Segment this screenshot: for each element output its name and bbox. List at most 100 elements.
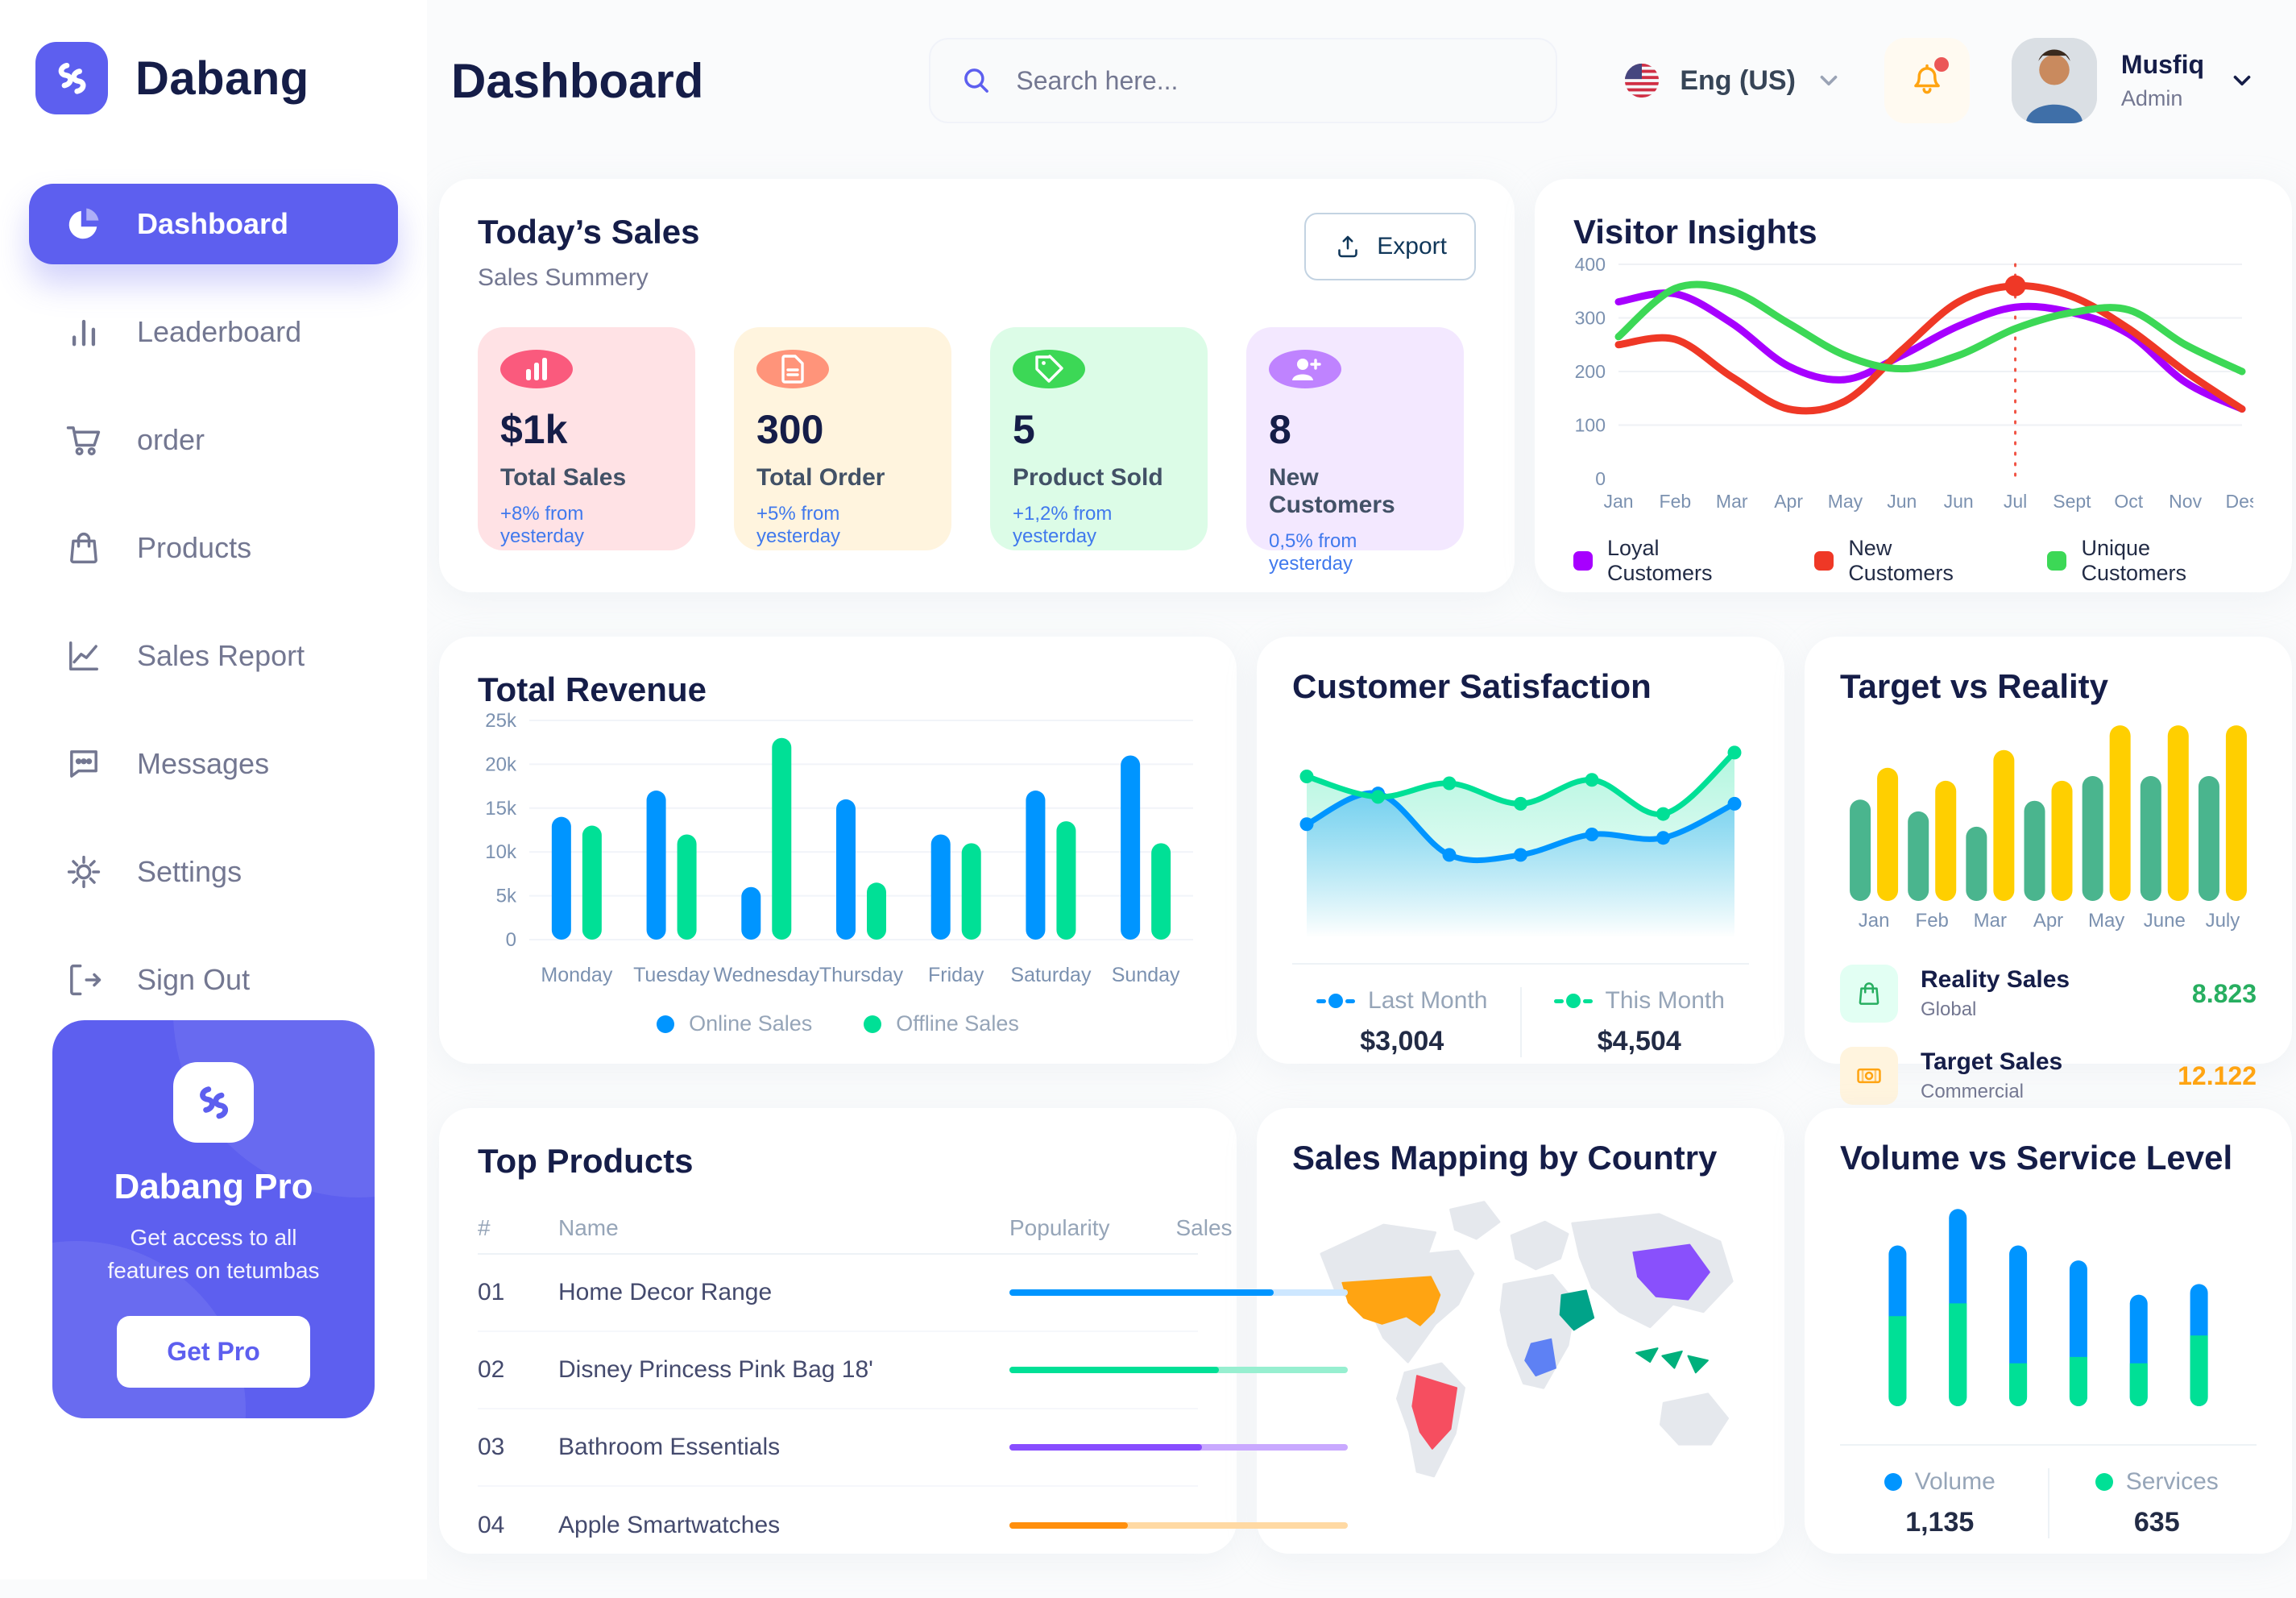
svg-text:Wednesday: Wednesday [713,964,819,986]
sales-mapping-card: Sales Mapping by Country [1257,1108,1784,1554]
product-number: 04 [478,1512,505,1538]
dabang-logo-icon [35,42,108,114]
page-title: Dashboard [451,53,704,108]
chartline-icon [63,635,105,677]
pro-upgrade-card: Dabang Pro Get access to all features on… [52,1020,375,1418]
stat-card-new-customers: 8 New Customers 0,5% from yesterday [1246,327,1464,575]
continent-africa [1499,1273,1577,1389]
stat-delta: 0,5% from yesterday [1269,530,1357,575]
svg-text:300: 300 [1575,308,1606,329]
country-indonesia [1635,1347,1659,1363]
svg-text:Monday: Monday [541,964,612,986]
todays-sales-card: Today’s Sales Sales Summery Export $1k To… [439,179,1515,592]
svg-text:Thursday: Thursday [819,964,904,986]
continent-europe [1510,1220,1569,1271]
stat-label: Product Sold [1013,464,1163,491]
legend-item: Online Sales [657,1011,812,1036]
stat-value: $1k [500,407,568,452]
search-bar[interactable] [929,38,1558,123]
customer-satisfaction-chart [1299,745,1742,938]
product-number: 01 [478,1279,505,1305]
user-role: Admin [2120,86,2183,110]
bag-icon [63,527,105,569]
target-vs-reality-chart: Jan Feb Mar Apr May June July [1850,725,2247,932]
svg-text:20k: 20k [485,753,517,775]
total-revenue-title: Total Revenue [478,670,707,708]
svg-text:Jan: Jan [1603,491,1633,512]
export-button[interactable]: Export [1304,213,1476,280]
country-usa [1341,1276,1441,1326]
svg-text:Feb: Feb [1916,910,1949,932]
language-label: Eng (US) [1680,64,1796,96]
sidebar: Dabang Dashboard Leaderboard order Products… [0,0,427,1579]
svg-text:100: 100 [1575,415,1606,436]
legend-item: Target Sales Commercial 12.122 [1840,1047,2257,1105]
svg-text:Oct: Oct [2114,491,2143,512]
legend-item: This Month $4,504 [1530,987,1750,1057]
country-brazil [1411,1375,1458,1450]
total-revenue-chart: 0 5k 10k 15k 20k 25k Monday Tuesday Wednesday Thu… [485,710,1193,986]
pro-card-description: Get access to all features on tetumbas [107,1225,320,1283]
legend-item: Last Month $3,004 [1292,987,1512,1057]
bars-icon [63,311,105,353]
user-menu[interactable]: Musfiq Admin [2011,38,2256,123]
get-pro-button[interactable]: Get Pro [117,1316,310,1388]
popularity-bar [1009,1289,1348,1296]
sidebar-item-messages[interactable]: Messages [29,724,398,804]
product-name: Disney Princess Pink Bag 18' [558,1356,873,1383]
svg-text:May: May [2088,910,2124,932]
sidebar-item-settings[interactable]: Settings [29,832,398,912]
svg-text:Apr: Apr [2033,910,2063,932]
country-saudi-arabia [1559,1289,1595,1331]
sidebar-item-sales-report[interactable]: Sales Report [29,616,398,696]
visitor-insights-chart: 0 100 200 300 400 Jan Feb Mar Apr May Jun Jun Jul Sep… [1575,254,2259,512]
statuser-icon [1269,350,1341,388]
legend-item: Unique Customers [2047,536,2253,586]
stat-card-product-sold: 5 Product Sold +1,2% from yesterday [990,327,1208,550]
sidebar-item-products[interactable]: Products [29,508,398,588]
statchart-icon [500,350,573,388]
svg-text:Jul: Jul [2004,491,2027,512]
volume-service-chart [1888,1209,2208,1406]
world-map [1320,1201,1734,1478]
top-products-header: # Name Popularity Sales [478,1203,1233,1255]
notifications-button[interactable] [1884,38,1970,123]
pro-card-title: Dabang Pro [114,1167,313,1206]
top-products-card: Top Products # Name Popularity Sales 01 Home … [439,1108,1493,1554]
svg-text:Friday: Friday [928,964,984,986]
sidebar-item-dashboard[interactable]: Dashboard [29,184,398,264]
svg-text:10k: 10k [485,841,517,863]
stat-cards: $1k Total Sales +8% from yesterday 300 Total… [478,327,1476,575]
stat-delta: +1,2% from yesterday [1013,503,1113,547]
chevron-down-icon [1815,67,1842,94]
volume-service-card: Volume vs Service Level Volume 1,135 Servi… [1805,1108,2292,1554]
search-input[interactable] [1014,64,1527,97]
svg-text:Feb: Feb [1660,491,1692,512]
sidebar-item-leaderboard[interactable]: Leaderboard [29,292,398,372]
sidebar-item-order[interactable]: order [29,400,398,480]
continent-australia [1659,1393,1729,1446]
legend-item: Offline Sales [864,1011,1019,1036]
country-china [1632,1243,1710,1301]
svg-text:0: 0 [1595,468,1606,489]
us-flag-icon [1625,63,1660,98]
total-revenue-card: Total Revenue 0 5k 10k 15k 20k 25k Monday Tuesd… [439,637,1237,1064]
search-icon [964,68,989,93]
svg-text:Jun: Jun [1887,491,1917,512]
sidebar-item-sign-out[interactable]: Sign Out [29,940,398,1020]
chat-icon [63,743,105,785]
language-selector[interactable]: Eng (US) [1623,62,1842,99]
stattag-icon [1013,350,1085,388]
product-name: Home Decor Range [558,1279,773,1305]
svg-text:Sept: Sept [2053,491,2091,512]
svg-text:Tuesday: Tuesday [633,964,710,986]
target-vs-reality-title: Target vs Reality [1840,667,2109,705]
bell-icon [1914,64,1940,94]
legend-item: Loyal Customers [1573,536,1763,586]
stat-value: 5 [1013,407,1035,452]
svg-text:0: 0 [506,929,516,951]
product-number: 02 [478,1356,505,1383]
